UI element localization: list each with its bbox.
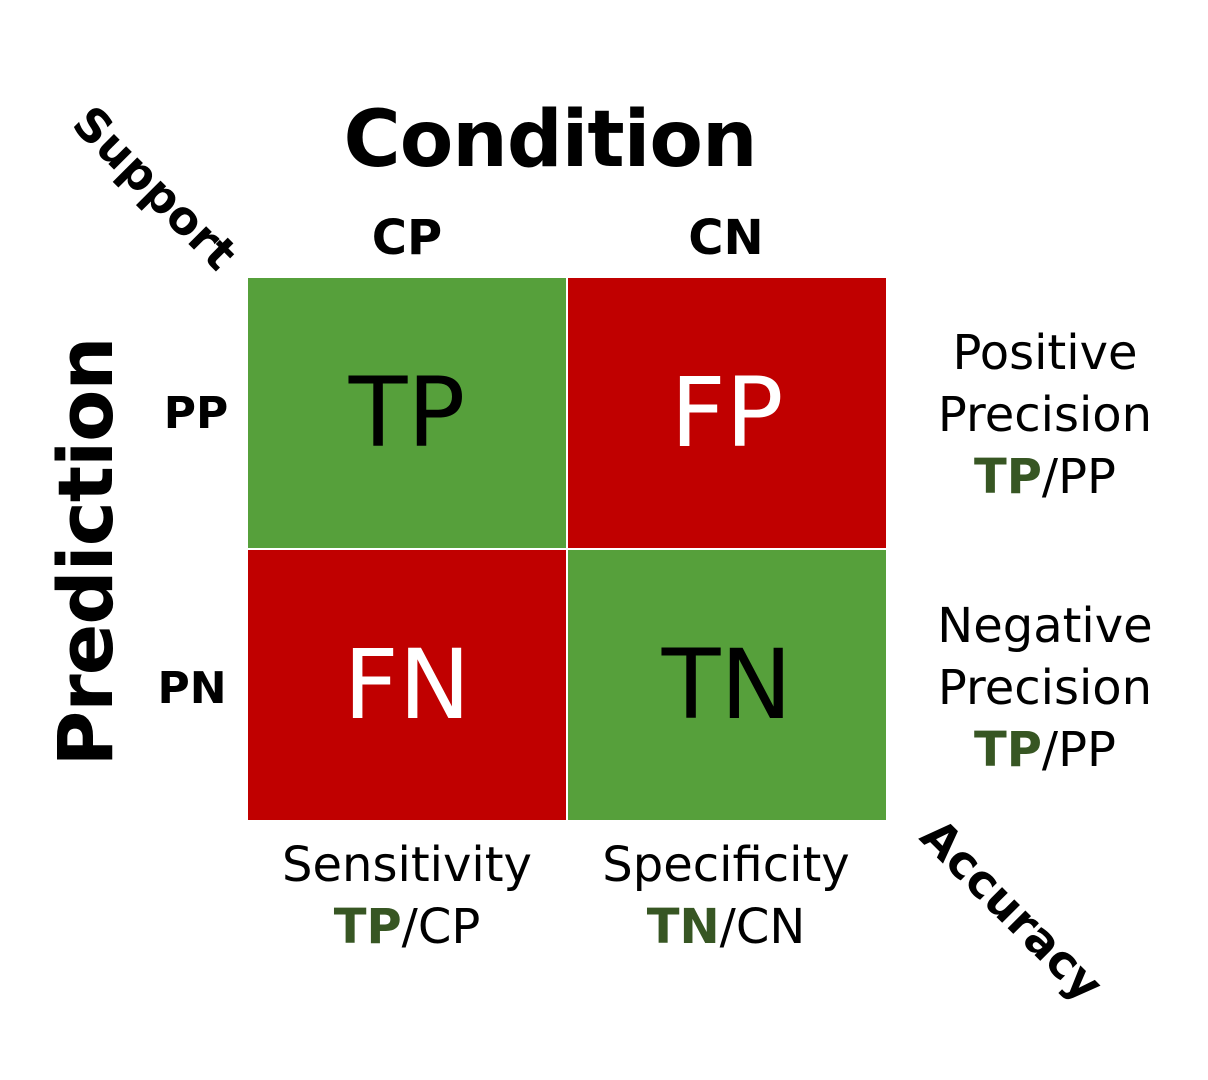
metric-formula: TN/CN (576, 896, 876, 958)
accuracy-label: Accuracy (910, 808, 1114, 1012)
cell-false-negative: FN (248, 550, 566, 820)
metric-formula: TP/PP (915, 446, 1175, 508)
column-label-cn: CN (688, 210, 764, 266)
formula-denominator: /CN (719, 899, 806, 955)
positive-precision-metric: Positive Precision TP/PP (915, 322, 1175, 508)
metric-title: Negative (937, 598, 1153, 654)
formula-denominator: /CP (401, 899, 481, 955)
row-label-pn: PN (157, 663, 227, 714)
metric-formula: TP/CP (257, 896, 557, 958)
row-label-pp: PP (163, 388, 229, 439)
formula-numerator: TP (974, 449, 1042, 505)
formula-denominator: /PP (1041, 449, 1116, 505)
specificity-metric: Specificity TN/CN (576, 834, 876, 958)
negative-precision-metric: Negative Precision TP/PP (915, 595, 1175, 781)
cell-true-positive: TP (248, 278, 566, 548)
formula-denominator: /PP (1041, 722, 1116, 778)
formula-numerator: TP (333, 899, 402, 955)
prediction-title: Prediction (41, 337, 130, 767)
metric-title: Specificity (602, 837, 850, 893)
support-label: Support (62, 95, 248, 281)
sensitivity-metric: Sensitivity TP/CP (257, 834, 557, 958)
metric-formula: TP/PP (915, 719, 1175, 781)
metric-subtitle: Precision (937, 387, 1153, 443)
cell-false-positive: FP (568, 278, 886, 548)
column-label-cp: CP (371, 210, 443, 266)
cell-true-negative: TN (568, 550, 886, 820)
formula-numerator: TN (646, 899, 720, 955)
metric-title: Positive (952, 325, 1138, 381)
condition-title: Condition (343, 95, 757, 185)
metric-title: Sensitivity (282, 837, 532, 893)
confusion-matrix: TP FP FN TN (248, 278, 886, 821)
metric-subtitle: Precision (937, 660, 1153, 716)
formula-numerator: TP (974, 722, 1042, 778)
